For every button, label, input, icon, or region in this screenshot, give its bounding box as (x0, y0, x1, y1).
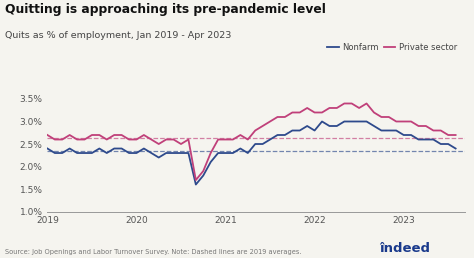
Text: îndeed: îndeed (379, 243, 430, 255)
Text: Quits as % of employment, Jan 2019 - Apr 2023: Quits as % of employment, Jan 2019 - Apr… (5, 31, 231, 40)
Text: Quitting is approaching its pre-pandemic level: Quitting is approaching its pre-pandemic… (5, 3, 326, 15)
Text: Source: Job Openings and Labor Turnover Survey. Note: Dashed lines are 2019 aver: Source: Job Openings and Labor Turnover … (5, 249, 301, 255)
Legend: Nonfarm, Private sector: Nonfarm, Private sector (324, 40, 460, 55)
